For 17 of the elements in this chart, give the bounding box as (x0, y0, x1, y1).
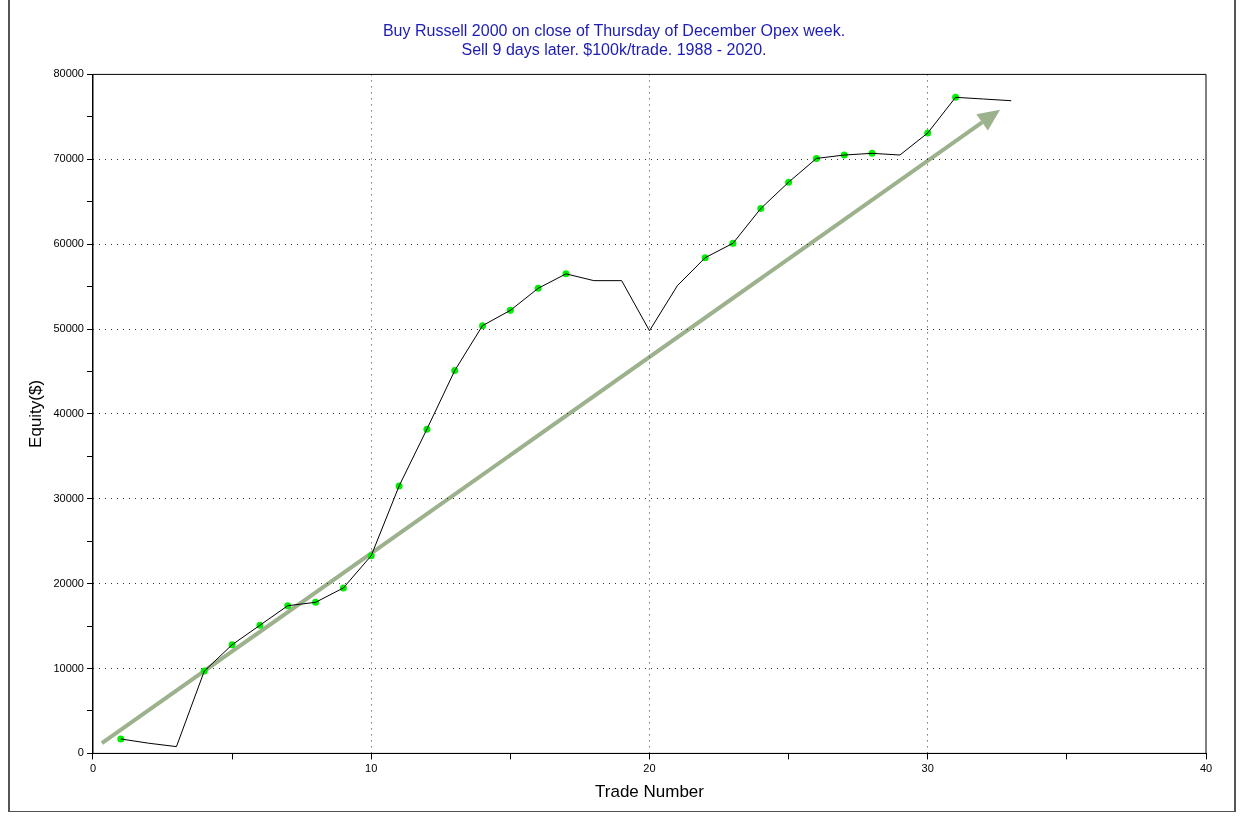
y-tick-label: 20000 (53, 576, 84, 589)
y-axis-title: Equity($) (25, 379, 45, 448)
y-tick-label: 40000 (53, 406, 84, 419)
y-tick-label: 10000 (53, 661, 84, 674)
y-tick-label: 60000 (53, 237, 84, 250)
x-tick-label: 0 (89, 762, 97, 775)
x-tick-label: 10 (365, 762, 378, 775)
x-tick-label: 30 (921, 762, 934, 775)
y-tick-label: 50000 (53, 322, 84, 335)
chart-title: Buy Russell 2000 on close of Thursday of December Opex week. Sell 9 days later. $100k/trade. 1988 - 2020. (382, 22, 846, 59)
y-tick-label: 30000 (53, 491, 84, 504)
y-tick-label: 0 (77, 746, 84, 759)
y-tick-label: 70000 (53, 152, 84, 165)
y-tick-label: 80000 (53, 67, 84, 80)
x-tick-label: 40 (1199, 762, 1213, 775)
x-tick-label: 20 (643, 762, 656, 775)
x-axis-title: Trade Number (595, 782, 705, 802)
